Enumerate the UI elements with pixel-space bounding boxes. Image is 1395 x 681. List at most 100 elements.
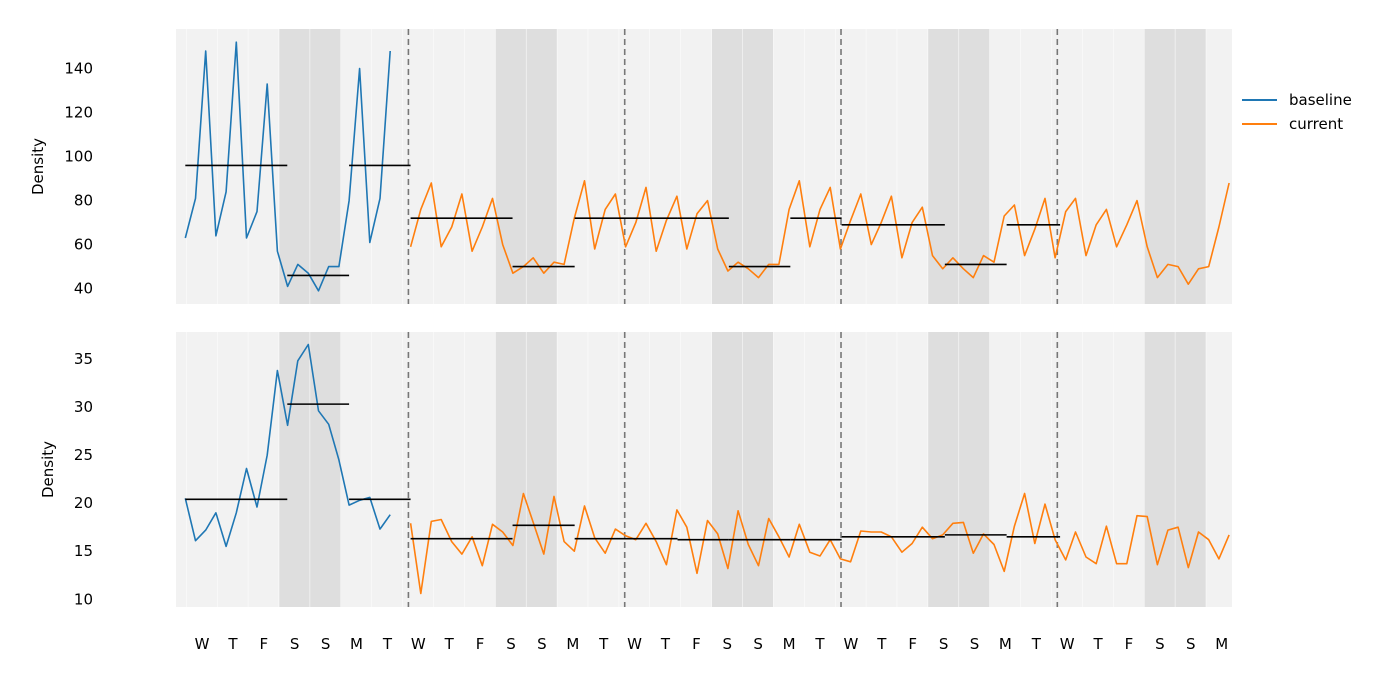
- x-tick-label: F: [692, 635, 701, 653]
- y-tick-label: 30: [74, 398, 93, 416]
- day-band: [835, 332, 867, 607]
- x-tick-label: M: [1215, 635, 1228, 653]
- x-tick-label: W: [195, 635, 210, 653]
- day-band: [619, 29, 651, 304]
- day-band: [619, 332, 651, 607]
- day-band: [279, 29, 311, 304]
- y-tick-label: 15: [74, 542, 93, 560]
- day-band: [1051, 29, 1083, 304]
- day-band: [1206, 332, 1232, 607]
- day-band: [588, 332, 620, 607]
- y-tick-label: 140: [64, 60, 93, 78]
- legend-label-baseline: baseline: [1289, 91, 1352, 109]
- y-tick-label: 20: [74, 494, 93, 512]
- day-band: [1113, 29, 1145, 304]
- x-tick-label: F: [476, 635, 485, 653]
- day-band: [176, 29, 187, 304]
- x-tick-label: T: [444, 635, 455, 653]
- x-tick-label: S: [506, 635, 516, 653]
- x-tick-label: W: [843, 635, 858, 653]
- day-band: [928, 29, 960, 304]
- day-band: [989, 332, 1021, 607]
- day-band: [279, 332, 311, 607]
- x-tick-label: T: [876, 635, 887, 653]
- x-tick-label: S: [1155, 635, 1165, 653]
- day-band: [1206, 29, 1232, 304]
- day-band: [371, 332, 403, 607]
- day-band: [557, 29, 589, 304]
- day-band: [557, 332, 589, 607]
- day-band: [773, 332, 805, 607]
- x-tick-label: S: [970, 635, 980, 653]
- day-band: [588, 29, 620, 304]
- y-tick-label: 80: [74, 192, 93, 210]
- day-band: [989, 29, 1021, 304]
- day-band: [1020, 332, 1052, 607]
- y-tick-label: 120: [64, 104, 93, 122]
- day-band: [742, 29, 774, 304]
- x-tick-label: T: [598, 635, 609, 653]
- day-band: [341, 332, 372, 607]
- day-band: [248, 29, 280, 304]
- x-tick-label: T: [227, 635, 238, 653]
- x-tick-label: M: [999, 635, 1012, 653]
- chart-panels: 40 60 80 100 120 140 Density 10 15 20 25 30 35 Densit…: [29, 29, 1232, 608]
- day-band: [464, 332, 496, 607]
- y-tick-label: 100: [64, 148, 93, 166]
- day-band: [464, 29, 496, 304]
- day-band: [310, 29, 342, 304]
- day-band: [1020, 29, 1052, 304]
- day-band: [176, 332, 187, 607]
- series-line-current: [409, 492, 1230, 595]
- day-band: [804, 29, 836, 304]
- y-axis-label: Density: [29, 138, 47, 195]
- legend-label-current: current: [1289, 115, 1343, 133]
- day-band: [526, 332, 558, 607]
- day-band: [680, 29, 712, 304]
- series-line-baseline: [184, 41, 391, 292]
- day-band: [1082, 29, 1114, 304]
- day-band: [402, 29, 434, 304]
- legend: baseline current: [1242, 91, 1352, 133]
- x-tick-label: S: [723, 635, 733, 653]
- day-band: [897, 29, 929, 304]
- day-band: [866, 332, 898, 607]
- x-tick-label: W: [411, 635, 426, 653]
- day-band: [711, 29, 743, 304]
- x-tick-label: S: [1186, 635, 1196, 653]
- day-band: [866, 29, 898, 304]
- day-band: [773, 29, 805, 304]
- day-band: [495, 29, 527, 304]
- day-band: [371, 29, 403, 304]
- x-tick-label: S: [537, 635, 547, 653]
- day-band: [959, 29, 990, 304]
- panel-1: 40 60 80 100 120 140 Density: [29, 29, 1232, 304]
- day-band: [897, 332, 929, 607]
- day-band: [433, 332, 465, 607]
- day-bands: [176, 29, 1232, 304]
- x-tick-label: T: [382, 635, 393, 653]
- x-tick-label: W: [627, 635, 642, 653]
- x-tick-label: W: [1060, 635, 1075, 653]
- y-tick-label: 10: [74, 590, 93, 608]
- day-band: [1051, 332, 1083, 607]
- day-band: [711, 332, 743, 607]
- day-band: [433, 29, 465, 304]
- day-band: [835, 29, 867, 304]
- day-band: [341, 29, 372, 304]
- y-tick-label: 25: [74, 446, 93, 464]
- x-tick-label: M: [566, 635, 579, 653]
- day-band: [804, 332, 836, 607]
- day-band: [650, 332, 681, 607]
- series-line-baseline: [184, 343, 391, 548]
- x-tick-label: M: [350, 635, 363, 653]
- x-tick-label: T: [660, 635, 671, 653]
- day-band: [1144, 29, 1176, 304]
- y-axis-label: Density: [39, 441, 57, 498]
- x-tick-label: F: [908, 635, 917, 653]
- x-tick-label: S: [321, 635, 331, 653]
- day-band: [650, 29, 681, 304]
- series-line-current: [409, 180, 1230, 286]
